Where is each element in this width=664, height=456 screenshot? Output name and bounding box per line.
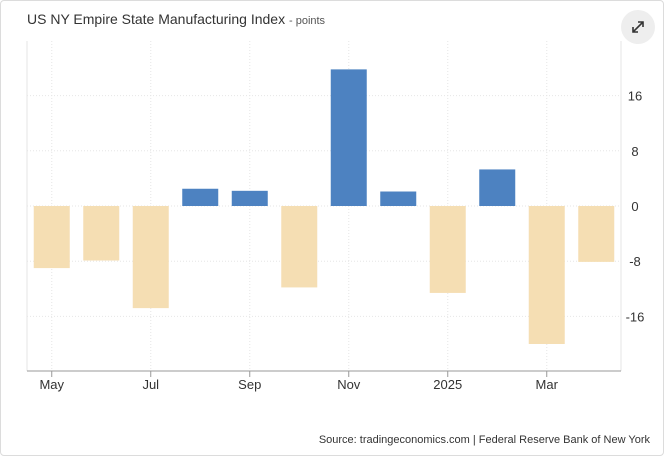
bar-2024-10	[281, 206, 318, 288]
bar-2025-01	[429, 206, 466, 293]
bar-2024-07	[132, 206, 169, 309]
x-tick-label: Mar	[536, 377, 559, 392]
y-tick-label: 8	[631, 144, 638, 159]
bar-2025-04	[578, 206, 615, 262]
x-tick-label: 2025	[433, 377, 462, 392]
bar-2024-12	[380, 191, 417, 206]
y-tick-label: 0	[631, 199, 638, 214]
chart-title: US NY Empire State Manufacturing Index -…	[27, 11, 325, 27]
y-tick-label: 16	[628, 89, 642, 104]
expand-button[interactable]	[621, 10, 655, 44]
bar-2024-05	[33, 206, 70, 269]
chart-unit: - points	[288, 15, 326, 27]
chart-title-text: US NY Empire State Manufacturing Index	[27, 11, 286, 27]
bar-2025-03	[528, 206, 565, 344]
x-tick-label: Jul	[142, 377, 159, 392]
bar-2024-06	[83, 206, 120, 261]
bar-2024-08	[182, 188, 219, 206]
x-tick-label: Nov	[337, 377, 361, 392]
x-tick-label: Sep	[238, 377, 261, 392]
bar-2024-11	[330, 69, 367, 206]
y-tick-label: -8	[629, 254, 641, 269]
source-text: Source: tradingeconomics.com | Federal R…	[318, 434, 650, 446]
y-tick-label: -16	[626, 309, 645, 324]
expand-icon	[632, 21, 644, 33]
x-tick-label: May	[39, 377, 64, 392]
bar-2024-09	[231, 190, 268, 206]
bar-2025-02	[479, 169, 516, 206]
bar-chart: -16 -8 0 8 16 May Jul Sep Nov 2025 Mar	[26, 41, 645, 392]
